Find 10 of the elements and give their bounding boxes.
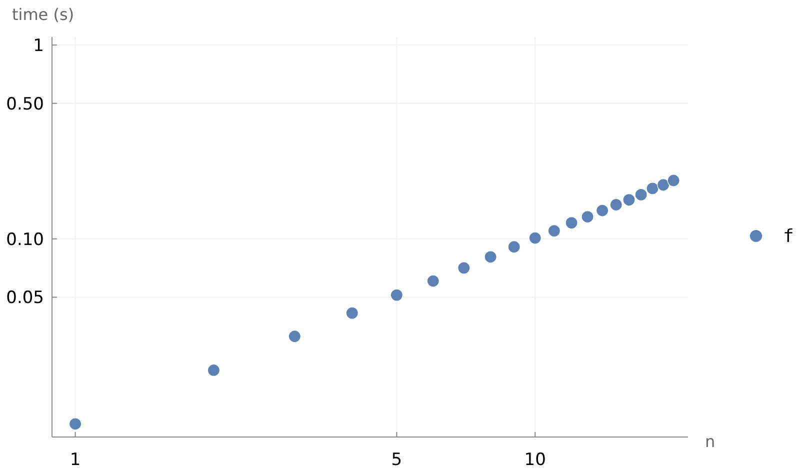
y-tick-label: 1 [33,36,44,56]
x-tick-label: 10 [524,450,546,470]
x-axis-title: n [705,432,716,451]
x-tick-label: 5 [391,450,402,470]
legend-label: f [783,226,794,247]
y-tick-label: 0.10 [6,230,44,250]
y-axis-title: time (s) [12,5,74,24]
y-tick-label: 0.50 [6,94,44,114]
y-tick-label: 0.05 [6,288,44,308]
x-tick-label: 1 [70,450,81,470]
